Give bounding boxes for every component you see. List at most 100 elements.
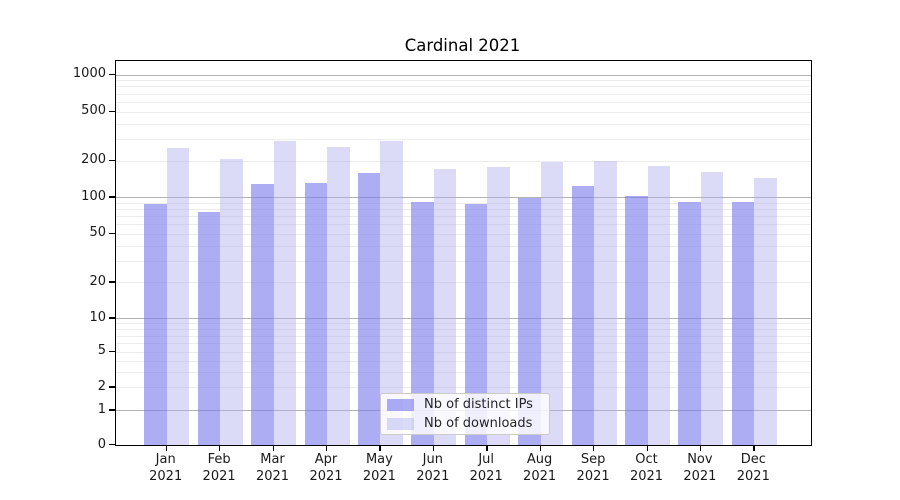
x-tick-label: Aug 2021 (523, 452, 557, 484)
gridline-minor (116, 86, 811, 88)
gridline-minor (116, 360, 811, 362)
x-tick-mark (486, 445, 488, 451)
y-tick-mark (109, 317, 115, 319)
x-tick-label: Sep 2021 (576, 452, 610, 484)
gridline-minor (116, 123, 811, 125)
x-tick-mark (272, 445, 274, 451)
y-tick-label: 20 (89, 273, 106, 289)
legend-item-distinct-ips: Nb of distinct IPs (387, 397, 549, 413)
bar-distinct-ips-oct (625, 196, 648, 445)
gridline-minor (116, 216, 811, 217)
gridline-minor (116, 323, 811, 325)
bar-distinct-ips-jan (144, 203, 167, 445)
gridline-minor (116, 202, 811, 204)
y-tick-label: 2 (97, 378, 106, 394)
gridline-minor (116, 260, 811, 262)
gridline-minor (116, 245, 811, 247)
legend-swatch-distinct-ips (387, 398, 414, 411)
bar-downloads-sep (594, 161, 617, 445)
y-tick-mark (109, 73, 115, 75)
gridline-minor (116, 80, 811, 82)
bar-downloads-oct (647, 165, 670, 445)
x-tick-mark (326, 445, 328, 451)
bar-downloads-jan (166, 148, 190, 445)
legend-item-downloads: Nb of downloads (387, 416, 549, 432)
y-tick-mark (109, 350, 115, 353)
bar-downloads-aug (540, 162, 564, 445)
y-tick-mark (109, 386, 115, 388)
gridline-major (116, 197, 811, 199)
x-tick-label: Oct 2021 (629, 452, 664, 484)
x-tick-mark (539, 445, 541, 451)
y-tick-mark (109, 196, 115, 198)
gridline-minor (116, 387, 811, 389)
y-tick-label: 500 (81, 103, 106, 119)
y-tick-label: 200 (81, 152, 106, 168)
legend: Nb of distinct IPs Nb of downloads (380, 393, 550, 435)
bar-downloads-apr (327, 147, 350, 445)
bar-downloads-may (380, 140, 403, 445)
gridline-minor (116, 101, 811, 103)
gridline-major (116, 318, 811, 320)
bar-distinct-ips-sep (571, 186, 595, 445)
x-tick-label: Apr 2021 (309, 452, 343, 484)
y-tick-label: 1000 (72, 66, 106, 81)
gridline-major (116, 74, 811, 76)
bar-distinct-ips-aug (518, 198, 541, 445)
y-tick-label: 100 (81, 188, 106, 204)
bar-downloads-feb (220, 158, 243, 445)
y-tick-label: 1 (97, 401, 106, 417)
bar-distinct-ips-dec (731, 202, 755, 445)
bar-distinct-ips-apr (304, 183, 327, 445)
y-tick-mark (109, 444, 115, 446)
gridline-minor (116, 282, 811, 284)
plot-area: Nb of distinct IPs Nb of downloads (115, 60, 812, 446)
x-tick-mark (646, 445, 648, 451)
gridline-minor (116, 233, 811, 235)
x-tick-label: Mar 2021 (255, 452, 290, 484)
x-tick-mark (593, 445, 595, 451)
bar-distinct-ips-nov (678, 201, 701, 445)
y-tick-label: 5 (97, 343, 106, 359)
bar-distinct-ips-jul (464, 203, 488, 445)
x-tick-mark (379, 445, 381, 451)
gridline-minor (116, 351, 811, 353)
bar-distinct-ips-feb (197, 211, 221, 445)
bar-distinct-ips-jun (411, 201, 434, 445)
x-tick-mark (432, 445, 435, 451)
bar-distinct-ips-mar (251, 183, 274, 445)
bar-downloads-dec (754, 178, 777, 445)
x-tick-mark (165, 445, 168, 451)
x-tick-mark (219, 445, 221, 451)
x-tick-label: Nov 2021 (683, 452, 717, 484)
y-tick-mark (109, 159, 115, 162)
y-tick-mark (109, 281, 115, 283)
gridline-minor (116, 343, 811, 344)
chart-title: Cardinal 2021 (404, 36, 521, 55)
bar-downloads-mar (273, 140, 296, 445)
y-tick-label: 50 (89, 225, 106, 241)
x-tick-label: Dec 2021 (736, 452, 770, 484)
y-tick-mark (109, 409, 115, 411)
gridline-minor (116, 93, 811, 95)
x-tick-label: Feb 2021 (202, 452, 236, 484)
gridline-minor (116, 371, 811, 373)
x-tick-label: Jun 2021 (416, 452, 450, 484)
gridline-minor (116, 329, 811, 331)
bar-distinct-ips-may (357, 172, 381, 445)
gridline-minor (116, 139, 811, 141)
x-tick-mark (753, 445, 755, 451)
y-tick-mark (109, 110, 115, 112)
bar-downloads-jun (433, 168, 457, 445)
bar-downloads-jul (487, 166, 510, 445)
legend-label-downloads: Nb of downloads (424, 416, 533, 431)
gridline-minor (116, 335, 811, 337)
x-tick-label: Jul 2021 (469, 452, 503, 484)
legend-swatch-downloads (387, 417, 414, 430)
y-tick-mark (109, 232, 115, 235)
x-tick-label: May 2021 (362, 452, 396, 484)
legend-label-distinct-ips: Nb of distinct IPs (424, 397, 533, 412)
y-tick-label: 10 (89, 309, 106, 325)
y-tick-label: 0 (97, 436, 106, 452)
